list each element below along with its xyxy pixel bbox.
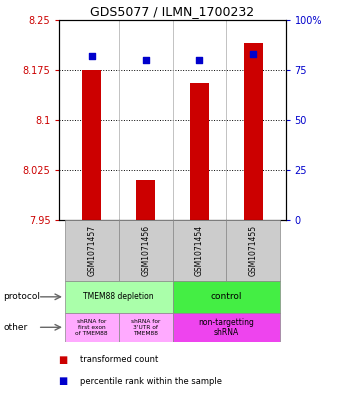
- Bar: [244, 43, 263, 220]
- Bar: [226, 220, 280, 281]
- Title: GDS5077 / ILMN_1700232: GDS5077 / ILMN_1700232: [90, 6, 255, 18]
- Point: [89, 53, 95, 59]
- Bar: [173, 281, 280, 313]
- Text: other: other: [3, 323, 28, 332]
- Bar: [136, 180, 155, 220]
- Bar: [119, 220, 173, 281]
- Bar: [65, 313, 119, 342]
- Text: GSM1071456: GSM1071456: [141, 225, 150, 276]
- Text: shRNA for
first exon
of TMEM88: shRNA for first exon of TMEM88: [75, 319, 108, 336]
- Bar: [65, 220, 119, 281]
- Text: control: control: [211, 292, 242, 301]
- Text: GSM1071455: GSM1071455: [249, 225, 258, 276]
- Bar: [82, 70, 101, 220]
- Text: TMEM88 depletion: TMEM88 depletion: [83, 292, 154, 301]
- Text: shRNA for
3'UTR of
TMEM88: shRNA for 3'UTR of TMEM88: [131, 319, 160, 336]
- Bar: [173, 220, 226, 281]
- Point: [197, 57, 202, 63]
- Text: GSM1071457: GSM1071457: [87, 225, 96, 276]
- Text: ■: ■: [59, 354, 72, 365]
- Bar: [173, 313, 280, 342]
- Text: protocol: protocol: [3, 292, 40, 301]
- Text: non-targetting
shRNA: non-targetting shRNA: [199, 318, 254, 337]
- Bar: [65, 281, 173, 313]
- Text: transformed count: transformed count: [80, 355, 158, 364]
- Point: [143, 57, 148, 63]
- Bar: [119, 313, 173, 342]
- Text: GSM1071454: GSM1071454: [195, 225, 204, 276]
- Text: percentile rank within the sample: percentile rank within the sample: [80, 377, 222, 386]
- Point: [251, 51, 256, 57]
- Text: ■: ■: [59, 376, 72, 386]
- Bar: [190, 83, 209, 220]
